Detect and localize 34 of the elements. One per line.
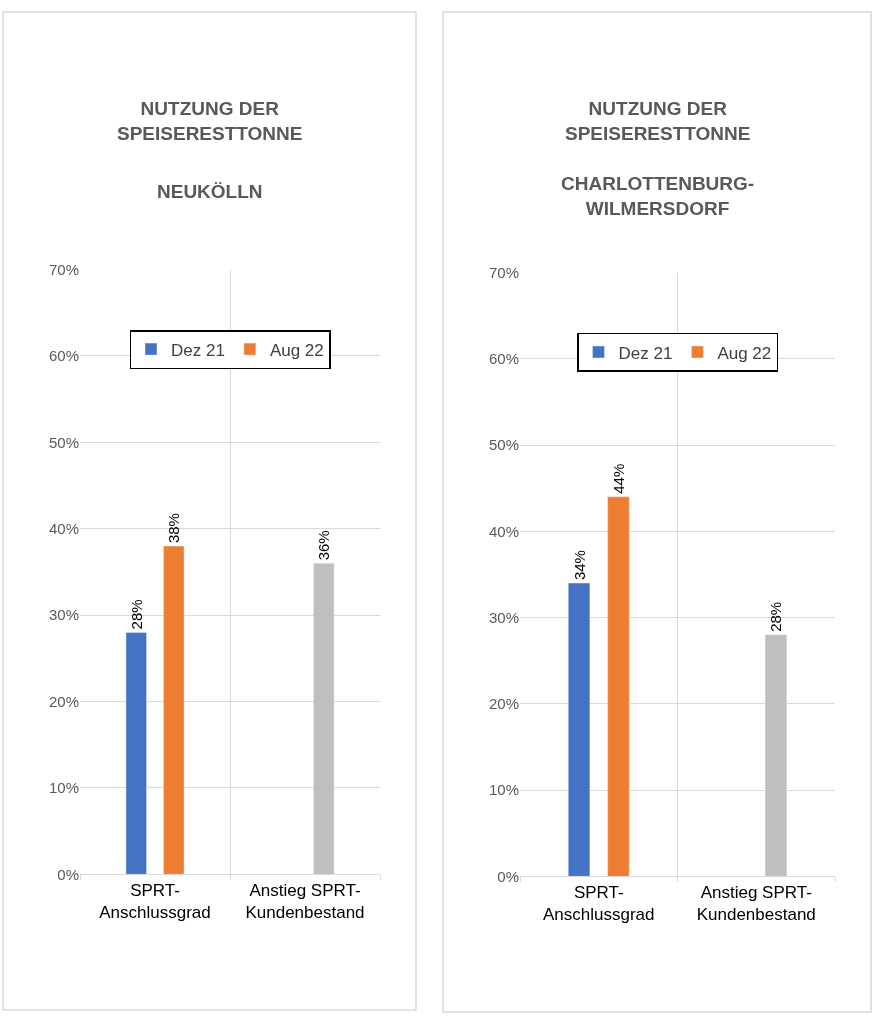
data-label: 28%: [127, 599, 145, 630]
x-tick-label: Anstieg SPRT- Kundenbestand: [696, 882, 816, 924]
chart-subtitle: CHARLOTTENBURG- WILMERSDORF: [561, 173, 755, 219]
legend-label: Dez 21: [618, 343, 673, 363]
x-tick-label: Anstieg SPRT- Kundenbestand: [245, 880, 365, 922]
y-tick-label: 50%: [488, 436, 519, 454]
y-tick-label: 70%: [488, 263, 519, 281]
data-label: 38%: [165, 513, 183, 544]
y-tick-label: 0%: [497, 867, 519, 885]
y-tick-label: 60%: [48, 347, 79, 365]
y-tick-label: 10%: [488, 781, 519, 799]
x-tick-label: SPRT- Anschlussgrad: [542, 882, 655, 924]
y-tick-label: 50%: [48, 433, 79, 451]
chart-title: NUTZUNG DER SPEISERESTTONNE: [565, 98, 751, 144]
y-tick-label: 60%: [488, 350, 519, 368]
y-tick-label: 20%: [48, 692, 79, 710]
chart-subtitle: NEUKÖLLN: [157, 181, 263, 202]
legend-label: Dez 21: [171, 340, 225, 360]
data-label: 34%: [570, 550, 588, 581]
data-label: 36%: [315, 530, 333, 561]
y-tick-label: 40%: [488, 522, 519, 540]
y-tick-label: 40%: [48, 520, 79, 538]
legend-label: Aug 22: [269, 340, 324, 360]
data-label: 28%: [767, 601, 785, 632]
legend-label: Aug 22: [717, 343, 772, 363]
chart-title: NUTZUNG DER SPEISERESTTONNE: [117, 98, 303, 144]
y-tick-label: 30%: [488, 608, 519, 626]
data-label: 44%: [609, 463, 627, 494]
x-tick-label: SPRT- Anschlussgrad: [99, 880, 211, 922]
y-tick-label: 10%: [48, 779, 79, 797]
y-tick-label: 0%: [57, 865, 79, 883]
y-tick-label: 20%: [488, 695, 519, 713]
y-tick-label: 30%: [48, 606, 79, 624]
y-tick-label: 70%: [48, 260, 79, 278]
